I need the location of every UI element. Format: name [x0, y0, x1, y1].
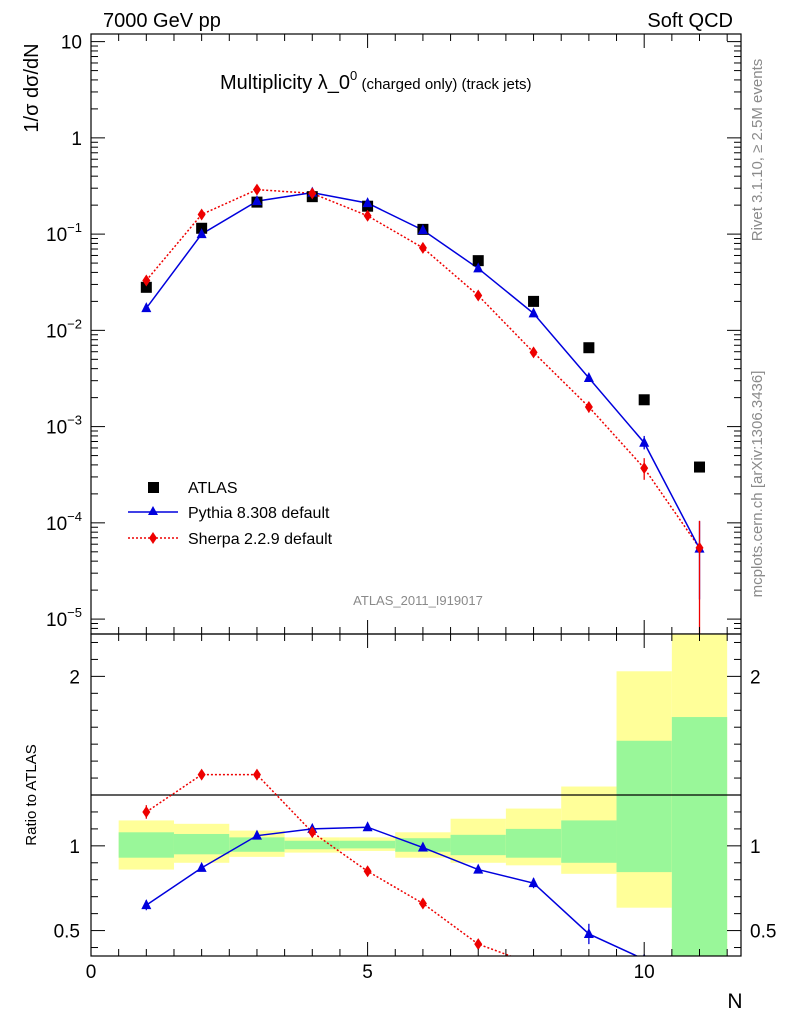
main-plot-axes: 10 1 10−1 10−2 10−3 10−4 10−5 — [46, 33, 741, 635]
sherpa-ratio-point — [418, 897, 427, 910]
atlas-point — [583, 342, 595, 354]
green-band — [284, 840, 340, 850]
y-tick-label: 10−5 — [46, 605, 82, 631]
atlas-point — [528, 295, 540, 307]
pythia-point — [141, 302, 152, 313]
atlas-point — [140, 281, 152, 293]
pythia-ratio-point — [583, 927, 594, 938]
pythia-point — [528, 307, 539, 318]
ratio-y-tick-label-right: 0.5 — [750, 922, 776, 943]
source-label: mcplots.cern.ch [arXiv:1306.3436] — [749, 371, 766, 598]
y-tick-label: 10 — [61, 33, 82, 54]
pythia-point — [473, 262, 484, 273]
sherpa-point — [640, 462, 649, 475]
sherpa-ratio-point — [252, 768, 261, 781]
sherpa-ratio-point — [308, 826, 317, 839]
pythia-ratio-point — [141, 899, 152, 910]
ratio-plot-axes: 0.5 0.5 1 1 2 2 0 5 10 — [54, 634, 776, 983]
pythia-ratio-point — [196, 861, 207, 872]
plot-title-main: Multiplicity λ_0 — [220, 72, 350, 94]
sherpa-ratio-point — [363, 865, 372, 878]
y-tick-label: 1 — [71, 129, 82, 150]
pythia-point — [583, 371, 594, 382]
pythia-ratio-point — [417, 841, 428, 852]
x-tick-label: 5 — [362, 962, 373, 983]
ratio-y-tick-label-right: 1 — [750, 837, 761, 858]
ratio-y-axis-label: Ratio to ATLAS — [23, 744, 40, 845]
ratio-plot-data — [141, 768, 705, 998]
sherpa-point — [252, 183, 261, 196]
plot-title-suffix: (charged only) (track jets) — [357, 76, 531, 93]
sherpa-point — [474, 289, 483, 302]
legend: ATLAS Pythia 8.308 default Sherpa 2.2.9 … — [128, 480, 333, 548]
sherpa-point — [363, 209, 372, 222]
green-band — [173, 833, 230, 855]
legend-marker-sherpa — [149, 532, 157, 544]
green-band — [118, 832, 174, 858]
legend-label-pythia: Pythia 8.308 default — [188, 505, 330, 522]
pythia-point — [251, 195, 262, 206]
pythia-ratio-point — [362, 821, 373, 832]
green-band — [561, 820, 617, 863]
ratio-y-tick-label-right: 2 — [750, 667, 761, 688]
sherpa-point — [418, 241, 427, 254]
legend-marker-pythia — [148, 506, 158, 515]
plot-title: Multiplicity λ_00 (charged only) (track … — [220, 68, 532, 94]
x-axis-label: N — [727, 990, 742, 1013]
sherpa-ratio-point — [142, 805, 151, 818]
pythia-ratio-point — [251, 829, 262, 840]
green-band — [229, 837, 285, 852]
rivet-label: Rivet 3.1.10, ≥ 2.5M events — [749, 59, 766, 242]
sherpa-point — [695, 541, 704, 554]
plot-title-superscript: 0 — [350, 68, 357, 83]
green-band — [671, 717, 728, 956]
pythia-point — [639, 436, 650, 447]
x-tick-label: 0 — [86, 962, 97, 983]
green-band — [616, 740, 672, 873]
x-tick-label: 10 — [634, 962, 655, 983]
sherpa-point — [308, 187, 317, 200]
y-tick-label: 10−3 — [46, 413, 82, 439]
legend-label-atlas: ATLAS — [188, 480, 238, 497]
header-right: Soft QCD — [647, 10, 733, 32]
ratio-y-tick-label: 2 — [69, 667, 80, 688]
sherpa-ratio-point — [585, 969, 593, 981]
sherpa-point — [142, 274, 151, 287]
main-plot-data — [140, 183, 706, 634]
y-axis-label: 1/σ dσ/dN — [21, 43, 43, 132]
atlas-point — [472, 255, 484, 267]
sherpa-point — [529, 346, 538, 359]
pythia-point — [362, 197, 373, 208]
analysis-watermark: ATLAS_2011_I919017 — [353, 593, 483, 608]
pythia-point — [417, 224, 428, 235]
sherpa-ratio-point — [530, 958, 538, 970]
sherpa-ratio-point — [474, 938, 483, 951]
sherpa-ratio-point — [197, 768, 206, 781]
green-band — [339, 840, 396, 849]
pythia-ratio-point — [695, 986, 705, 996]
y-tick-label: 10−1 — [46, 220, 82, 246]
legend-marker-atlas — [148, 482, 159, 493]
pythia-ratio-point — [528, 877, 539, 888]
ratio-y-tick-label: 1 — [69, 837, 80, 858]
pythia-point — [196, 228, 207, 239]
legend-label-sherpa: Sherpa 2.2.9 default — [188, 531, 333, 548]
sherpa-point — [197, 208, 206, 221]
atlas-point — [638, 394, 650, 406]
sherpa-point — [584, 400, 593, 413]
y-tick-label: 10−2 — [46, 316, 82, 342]
ratio-y-tick-label: 0.5 — [54, 922, 80, 943]
pythia-ratio-point — [473, 863, 484, 874]
green-band — [505, 828, 562, 858]
green-band — [450, 834, 506, 856]
sherpa-ratio-point — [696, 986, 704, 998]
y-tick-label: 10−4 — [46, 509, 82, 535]
atlas-point — [694, 461, 706, 473]
header-left: 7000 GeV pp — [103, 10, 221, 32]
